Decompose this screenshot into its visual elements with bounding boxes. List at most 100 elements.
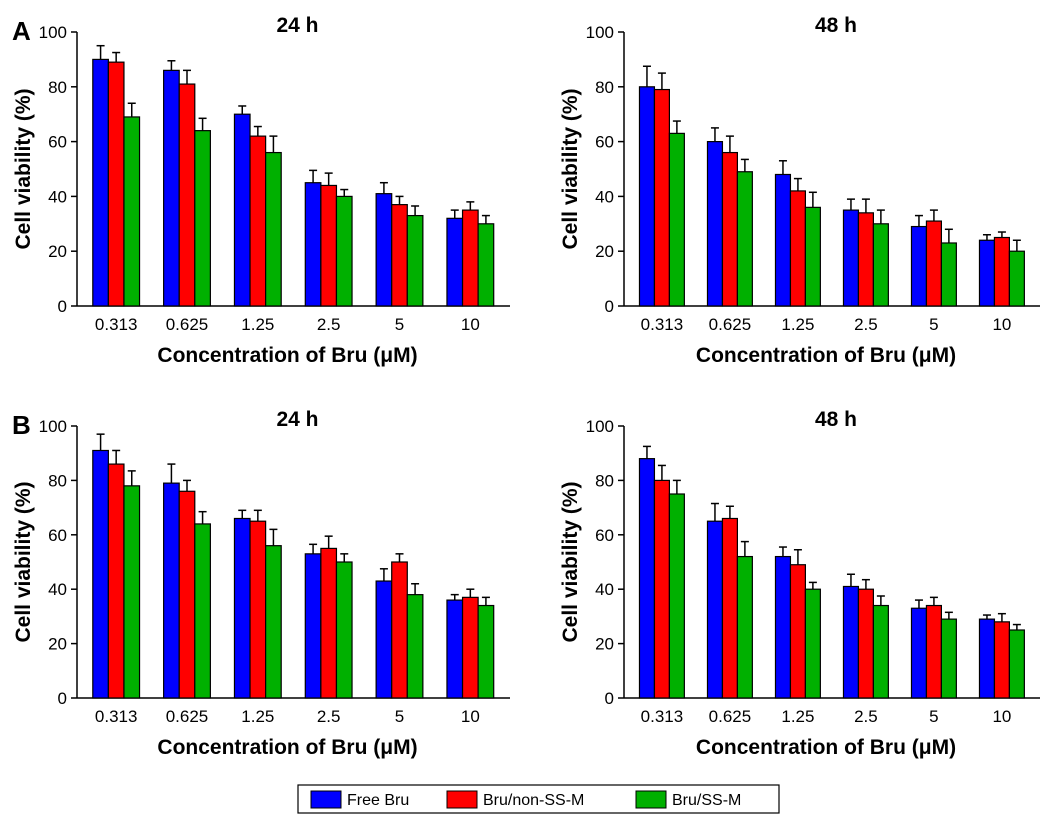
bar [940,618,957,699]
x-tick-label: 0.625 [166,315,209,334]
bar [92,58,109,307]
bar [721,517,739,699]
bar [736,171,753,307]
y-axis-label: Cell viability (%) [12,88,35,249]
x-tick-label: 10 [992,315,1011,334]
bar [178,83,196,307]
legend-swatch-free-bru [310,790,342,809]
bar [706,141,724,307]
bar [461,596,479,699]
bar [233,517,251,699]
y-tick-label: 20 [595,635,614,654]
bar [335,195,353,307]
bar [978,618,996,699]
y-tick-label: 60 [48,133,67,152]
bar [1008,629,1025,699]
y-tick-label: 20 [48,635,67,654]
y-tick-label: 0 [58,689,67,708]
y-tick-label: 40 [595,187,614,206]
y-tick-label: 60 [48,526,67,545]
bar [978,239,996,307]
bar [461,209,479,307]
x-tick-label: 5 [929,315,938,334]
bar [842,585,860,699]
bar [668,132,685,307]
x-tick-label: 0.313 [641,707,684,726]
x-tick-label: 0.625 [166,707,209,726]
bar [706,520,724,699]
chart-panel-3: B 24 h 0 20 40 60 80 100 Cell viability (%) 0.313… [12,408,510,759]
panel-title: 24 h [276,408,318,431]
bar [391,561,408,699]
bar [163,69,180,307]
bar [925,220,943,307]
x-tick-label: 1.25 [781,315,814,334]
bar [653,88,671,307]
y-tick-label: 80 [48,78,67,97]
bar [872,223,889,307]
x-tick-label: 0.313 [95,315,138,334]
bar [638,458,656,699]
legend-box [297,784,780,814]
bar [993,621,1011,699]
x-tick-label: 0.625 [709,707,752,726]
panel-title: 48 h [815,14,857,37]
y-tick-label: 40 [48,580,67,599]
y-tick-label: 0 [605,689,614,708]
y-axis-label: Cell viability (%) [559,88,582,249]
bar [107,61,125,307]
bar [774,555,792,699]
bar [406,594,424,699]
bar [477,223,495,307]
legend-swatch-bru-ss-m [635,790,667,809]
x-axis-label: Concentration of Bru (μM) [157,344,417,367]
panel-letter: A [12,16,31,46]
y-tick-label: 80 [595,78,614,97]
bar [872,604,889,699]
y-axis-label: Cell viability (%) [559,481,582,642]
x-axis-label: Concentration of Bru (μM) [696,736,956,759]
x-axis-label: Concentration of Bru (μM) [157,736,417,759]
panel-title: 48 h [815,408,857,431]
legend: Free Bru Bru/non-SS-M Bru/SS-M [297,784,780,814]
bar [910,225,928,307]
bar [446,599,464,699]
y-tick-label: 20 [595,242,614,261]
bar [993,236,1011,307]
bar [249,520,267,699]
legend-label-bru-non-ss-m: Bru/non-SS-M [483,792,584,809]
panel-title: 24 h [276,14,318,37]
y-tick-label: 100 [586,23,614,42]
x-tick-label: 0.313 [641,315,684,334]
y-tick-label: 80 [595,471,614,490]
bar [789,190,807,307]
bar [804,206,821,307]
x-tick-label: 0.313 [95,707,138,726]
bar [774,173,792,307]
bar [789,564,807,699]
y-tick-label: 20 [48,242,67,261]
bar [123,116,141,307]
bar [163,482,180,699]
y-tick-label: 100 [586,417,614,436]
bar [1008,250,1025,307]
x-tick-label: 2.5 [317,315,341,334]
y-axis-label: Cell viability (%) [12,481,35,642]
x-axis-label: Concentration of Bru (μM) [696,344,956,367]
bar [653,479,671,699]
chart-panel-2: 48 h 0 20 40 60 80 100 Cell viability (%) 0.313 0… [559,14,1040,367]
bar [304,182,322,307]
legend-label-free-bru: Free Bru [347,792,409,809]
bar [638,86,656,307]
bar [940,242,957,307]
bar [194,130,211,307]
bar [391,204,408,307]
legend-swatch-bru-non-ss-m [446,790,478,809]
x-tick-label: 10 [461,707,480,726]
bar [406,214,424,307]
x-tick-label: 5 [929,707,938,726]
x-tick-label: 2.5 [854,315,878,334]
y-tick-label: 100 [39,23,67,42]
bar [804,588,821,699]
bar [925,604,943,699]
